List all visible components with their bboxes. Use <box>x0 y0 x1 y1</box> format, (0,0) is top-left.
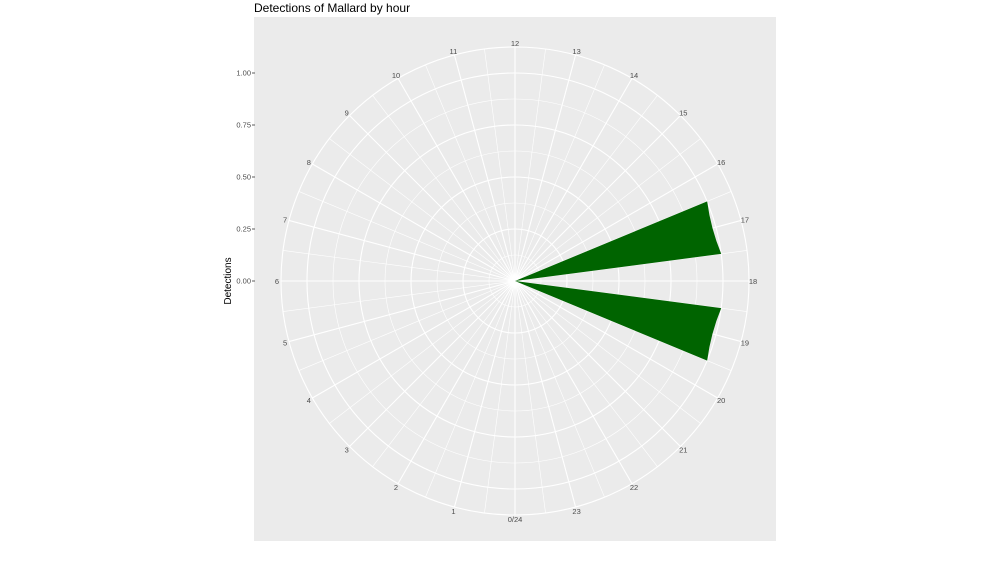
grid-spoke <box>329 280 516 424</box>
grid-spoke <box>453 280 516 508</box>
grid-spoke <box>514 48 546 282</box>
grid-spoke <box>514 280 681 447</box>
grid-spoke <box>514 163 718 282</box>
hour-tick-label: 16 <box>717 158 725 167</box>
grid-spoke <box>514 280 748 312</box>
hour-tick-label: 2 <box>394 483 398 492</box>
hour-tick-label: 17 <box>741 215 749 224</box>
hour-tick-label: 1 <box>451 507 455 516</box>
grid-spoke <box>282 250 516 282</box>
hour-tick-label: 19 <box>741 339 749 348</box>
hour-tick-label: 18 <box>749 277 757 286</box>
hour-tick-label: 5 <box>283 339 287 348</box>
hour-tick-label: 23 <box>572 507 580 516</box>
grid-spoke <box>329 138 516 282</box>
y-tick-label: 0.50 <box>236 173 251 182</box>
grid-spoke <box>425 280 516 498</box>
grid-spoke <box>298 191 516 282</box>
grid-layer <box>280 46 750 516</box>
tick-layer: 0/24123456789101112131415161718192021222… <box>236 39 757 524</box>
y-tick-label: 1.00 <box>236 69 251 78</box>
grid-spoke <box>514 95 658 282</box>
grid-spoke <box>349 280 516 447</box>
hour-tick-label: 3 <box>345 445 349 454</box>
hour-tick-label: 22 <box>630 483 638 492</box>
grid-spoke <box>514 280 605 498</box>
y-tick-label: 0.25 <box>236 225 251 234</box>
hour-tick-label: 11 <box>450 47 458 56</box>
hour-tick-label: 12 <box>511 39 519 48</box>
hour-tick-label: 10 <box>392 71 400 80</box>
grid-spoke <box>312 163 516 282</box>
hour-tick-label: 13 <box>572 47 580 56</box>
grid-spoke <box>282 280 516 312</box>
y-tick-label: 0.00 <box>236 277 251 286</box>
grid-spoke <box>514 280 701 424</box>
grid-spoke <box>372 95 516 282</box>
grid-spoke <box>349 115 516 282</box>
y-tick-label: 0.75 <box>236 121 251 130</box>
grid-spoke <box>514 280 658 467</box>
grid-spoke <box>514 64 605 282</box>
grid-spoke <box>514 138 701 282</box>
grid-spoke <box>397 280 516 484</box>
hour-tick-label: 0/24 <box>508 515 523 524</box>
bar-layer <box>515 201 722 361</box>
hour-tick-label: 7 <box>283 215 287 224</box>
y-axis-label: Detections <box>223 257 234 304</box>
grid-spoke <box>514 115 681 282</box>
grid-spoke <box>514 280 577 508</box>
grid-spoke <box>397 78 516 282</box>
chart-title: Detections of Mallard by hour <box>254 1 411 15</box>
hour-tick-label: 14 <box>630 71 638 80</box>
grid-spoke <box>453 54 516 282</box>
hour-tick-label: 15 <box>679 109 687 118</box>
grid-spoke <box>425 64 516 282</box>
hour-tick-label: 4 <box>307 396 311 405</box>
grid-spoke <box>514 54 577 282</box>
bar-wedge-19 <box>515 281 722 361</box>
hour-tick-label: 21 <box>679 445 687 454</box>
grid-spoke <box>288 219 516 282</box>
grid-spoke <box>298 280 516 371</box>
hour-tick-label: 6 <box>275 277 279 286</box>
grid-spoke <box>484 280 516 514</box>
grid-spoke <box>288 280 516 343</box>
grid-spoke <box>372 280 516 467</box>
grid-spoke <box>514 280 718 399</box>
grid-spoke <box>514 280 633 484</box>
grid-spoke <box>514 280 546 514</box>
bar-wedge-17 <box>515 201 722 281</box>
grid-spoke <box>312 280 516 399</box>
hour-tick-label: 20 <box>717 396 725 405</box>
grid-spoke <box>484 48 516 282</box>
grid-spoke <box>514 78 633 282</box>
hour-tick-label: 8 <box>307 158 311 167</box>
hour-tick-label: 9 <box>345 109 349 118</box>
